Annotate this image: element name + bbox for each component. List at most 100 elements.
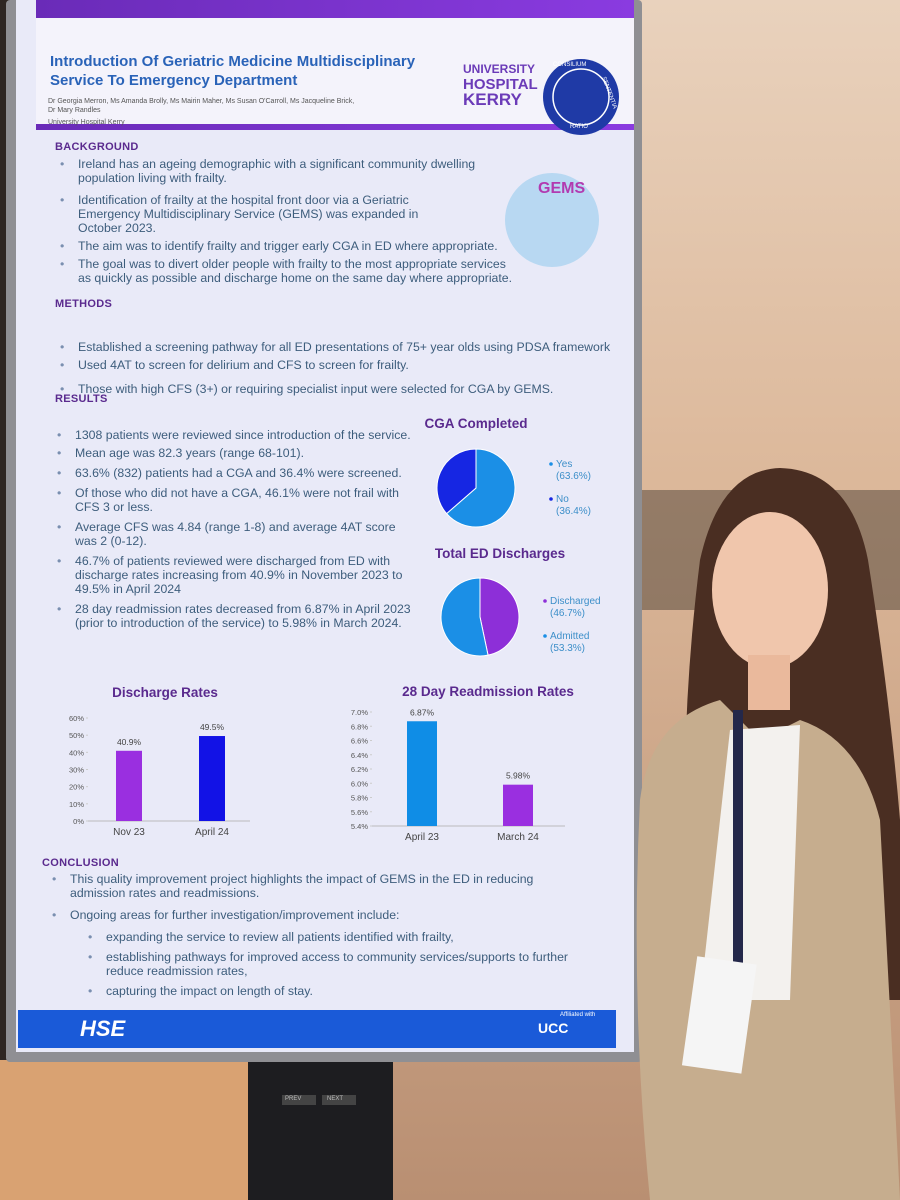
value-label: 5.98% xyxy=(506,771,531,781)
stand-button xyxy=(322,1095,356,1105)
ucc-logo: UCC xyxy=(538,1020,569,1036)
bullet: The aim was to identify frailty and trig… xyxy=(60,239,518,253)
y-tick-label: 10% xyxy=(69,800,84,809)
chart-title: Total ED Discharges xyxy=(435,546,565,561)
bullet: Of those who did not have a CGA, 46.1% w… xyxy=(57,486,420,514)
legend-swatch xyxy=(543,599,547,603)
y-tick-label: 5.8% xyxy=(351,794,368,803)
stand-button xyxy=(282,1095,316,1105)
section-heading: METHODS xyxy=(55,298,113,310)
value-label: 49.5% xyxy=(200,722,225,732)
logo-line: UNIVERSITY xyxy=(463,62,536,76)
bullet: The goal was to divert older people with… xyxy=(60,257,518,285)
hospital-logo: UNIVERSITY HOSPITAL KERRY xyxy=(463,62,538,109)
neck xyxy=(748,655,790,710)
y-tick-label: 6.8% xyxy=(351,722,368,731)
bullet-list: This quality improvement project highlig… xyxy=(52,872,590,922)
pie-slice xyxy=(436,448,477,515)
legend-swatch xyxy=(549,497,553,501)
stand-button-label: PREV xyxy=(285,1096,302,1102)
y-tick-label: 6.4% xyxy=(351,751,368,760)
face xyxy=(712,512,828,668)
author-line: Dr Mary Randles xyxy=(48,107,101,114)
legend-label: Yes xyxy=(556,459,572,470)
bar xyxy=(503,784,533,826)
sub-bullet: expanding the service to review all pati… xyxy=(88,930,576,944)
seal-logo xyxy=(543,59,619,135)
lanyard xyxy=(733,710,743,970)
affiliated-text: Affiliated with xyxy=(560,1012,596,1018)
pie-slice xyxy=(440,577,489,657)
legend-swatch xyxy=(543,634,547,638)
x-tick-label: April 24 xyxy=(195,827,229,838)
bullet: Used 4AT to screen for delirium and CFS … xyxy=(60,358,618,372)
gems-text: GEMS xyxy=(538,180,586,197)
hse-logo: HSE xyxy=(80,1016,126,1041)
chart-title: CGA Completed xyxy=(424,416,527,431)
sub-bullet: capturing the impact on length of stay. xyxy=(88,984,576,998)
title-line: Service To Emergency Department xyxy=(50,72,298,89)
poster-top-bar xyxy=(36,0,634,18)
legend-label: Admitted xyxy=(550,631,589,642)
y-tick-label: 5.4% xyxy=(351,822,368,831)
poster-title: Introduction Of Geriatric Medicine Multi… xyxy=(50,52,415,90)
seal-word: RATIO xyxy=(570,124,588,130)
y-tick-label: 7.0% xyxy=(351,708,368,717)
stand-button-label: NEXT xyxy=(327,1096,344,1102)
x-tick-label: Nov 23 xyxy=(113,827,145,838)
bullet: 63.6% (832) patients had a CGA and 36.4%… xyxy=(57,466,420,480)
gems-logo xyxy=(505,173,599,267)
bullet-list: Ireland has an ageing demographic with a… xyxy=(60,157,512,285)
pie-slice xyxy=(445,448,516,528)
bullet: 46.7% of patients reviewed were discharg… xyxy=(57,554,420,596)
chart-title: 28 Day Readmission Rates xyxy=(402,684,574,699)
poster-footer xyxy=(18,1010,616,1048)
bullet: Average CFS was 4.84 (range 1-8) and ave… xyxy=(57,520,420,548)
sub-bullet: establishing pathways for improved acces… xyxy=(88,950,576,978)
legend-value: (36.4%) xyxy=(556,506,591,517)
legend-swatch xyxy=(549,462,553,466)
title-line: Introduction Of Geriatric Medicine Multi… xyxy=(50,53,416,70)
bullet: Identification of frailty at the hospita… xyxy=(60,193,458,235)
bullet: 28 day readmission rates decreased from … xyxy=(57,602,420,630)
y-tick-label: 6.6% xyxy=(351,737,368,746)
logo-line: KERRY xyxy=(463,90,522,109)
section-heading: CONCLUSION xyxy=(42,857,119,869)
value-label: 40.9% xyxy=(117,737,142,747)
pie-slice xyxy=(479,577,520,656)
x-tick-label: April 23 xyxy=(405,832,439,843)
bullet-list: Established a screening pathway for all … xyxy=(60,340,618,396)
bullet: Ongoing areas for further investigation/… xyxy=(52,908,590,922)
bullet: Established a screening pathway for all … xyxy=(60,340,618,354)
y-tick-label: 30% xyxy=(69,766,84,775)
y-tick-label: 20% xyxy=(69,783,84,792)
seal-word: CONSILIUM xyxy=(553,62,587,68)
author-line: Dr Georgia Merron, Ms Amanda Brolly, Ms … xyxy=(48,98,355,105)
x-tick-label: March 24 xyxy=(497,832,539,843)
y-tick-label: 6.0% xyxy=(351,779,368,788)
bullet-list: 1308 patients were reviewed since introd… xyxy=(57,428,420,630)
top xyxy=(700,725,800,1000)
y-tick-label: 60% xyxy=(69,714,84,723)
poster-divider xyxy=(36,124,634,130)
bullet: Those with high CFS (3+) or requiring sp… xyxy=(60,382,618,396)
affiliation: University Hospital Kerry xyxy=(48,119,125,126)
y-tick-label: 6.2% xyxy=(351,765,368,774)
y-tick-label: 0% xyxy=(73,817,84,826)
bullet: Ireland has an ageing demographic with a… xyxy=(60,157,478,185)
stand xyxy=(248,1055,393,1200)
bar xyxy=(116,750,142,821)
legend-label: No xyxy=(556,494,569,505)
legend-label: Discharged xyxy=(550,596,601,607)
bullet: This quality improvement project highlig… xyxy=(52,872,590,900)
sub-bullet-list: expanding the service to review all pati… xyxy=(88,930,576,998)
y-tick-label: 5.6% xyxy=(351,808,368,817)
section-heading: RESULTS xyxy=(55,393,108,405)
bullet: 1308 patients were reviewed since introd… xyxy=(57,428,420,442)
bullet: Mean age was 82.3 years (range 68-101). xyxy=(57,446,420,460)
badge xyxy=(681,956,757,1074)
value-label: 6.87% xyxy=(410,707,435,717)
legend-value: (53.3%) xyxy=(550,643,585,654)
